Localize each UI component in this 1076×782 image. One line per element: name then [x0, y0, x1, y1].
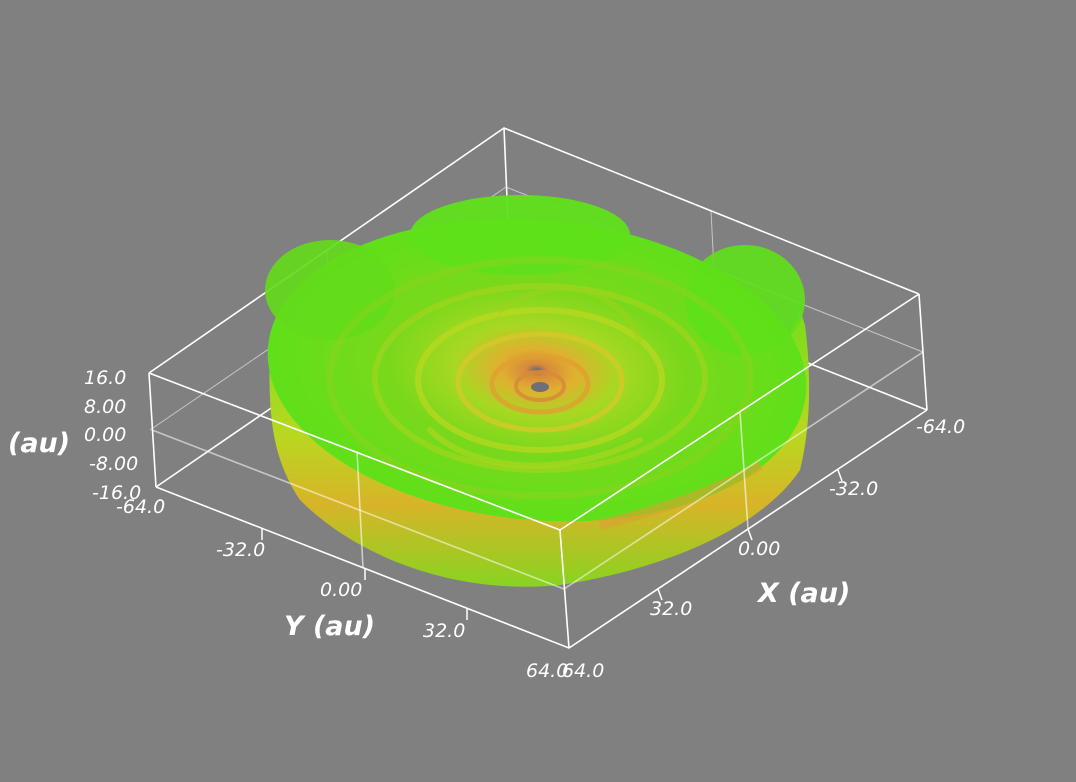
- y-tick-label: -64.0: [116, 496, 166, 518]
- y-tick-label: 32.0: [423, 620, 466, 642]
- z-tick-label: -16.0: [92, 482, 142, 504]
- tick-marks: [261, 469, 843, 620]
- z-tick-label: 8.00: [84, 396, 127, 418]
- x-tick-label: -64.0: [916, 416, 966, 438]
- x-tick-label: 0.00: [738, 538, 781, 560]
- z-axis-title: (au): [8, 428, 71, 459]
- disk-center-hole: [531, 382, 549, 392]
- x-axis-title: X (au): [758, 578, 851, 609]
- disk-volume: [265, 195, 810, 587]
- disk-bulge-right: [685, 245, 805, 355]
- y-tick-label: 64.0: [526, 660, 569, 682]
- bounding-box-front: [148, 293, 928, 649]
- spiral-rings: [326, 256, 754, 500]
- disk-bulge-top: [410, 195, 630, 275]
- disk-top: [267, 218, 807, 522]
- x-tick-label: 32.0: [650, 598, 693, 620]
- disk-side: [269, 310, 810, 587]
- z-tick-label: -8.00: [89, 453, 139, 475]
- y-tick-label: -32.0: [216, 539, 266, 561]
- x-tick-label: 64.0: [562, 660, 605, 682]
- z-tick-label: 16.0: [84, 367, 127, 389]
- x-tick-label: -32.0: [829, 478, 879, 500]
- disk-bulge-left: [265, 240, 395, 340]
- y-axis-title: Y (au): [284, 611, 376, 642]
- z-tick-label: 0.00: [84, 424, 127, 446]
- y-tick-label: 0.00: [320, 579, 363, 601]
